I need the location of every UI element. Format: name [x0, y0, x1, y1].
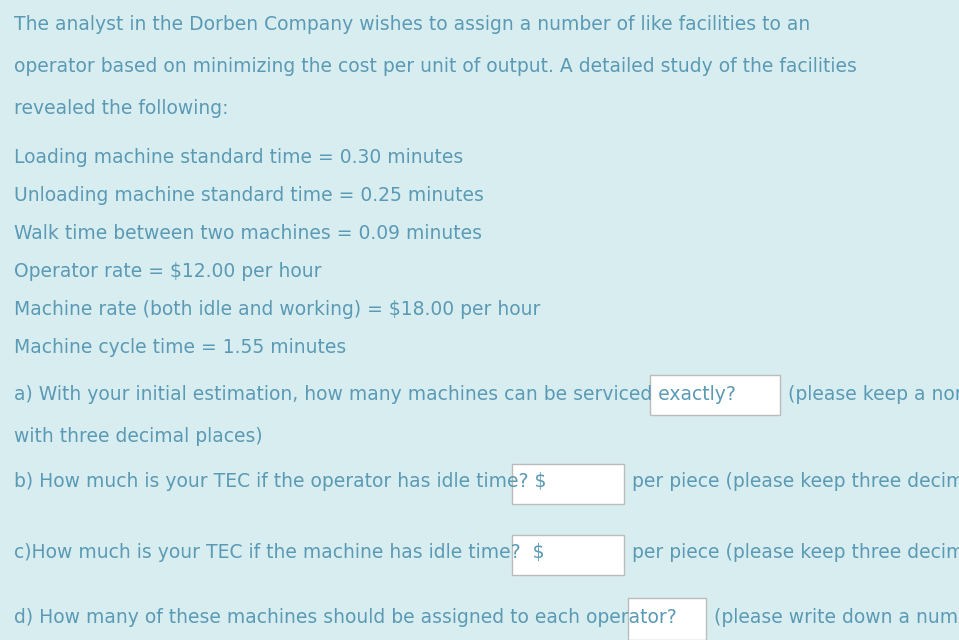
- Text: c)How much is your TEC if the machine has idle time?  $: c)How much is your TEC if the machine ha…: [14, 543, 545, 562]
- FancyBboxPatch shape: [512, 464, 624, 504]
- Text: Loading machine standard time = 0.30 minutes: Loading machine standard time = 0.30 min…: [14, 148, 463, 167]
- Text: (please keep a non-integer: (please keep a non-integer: [788, 385, 959, 404]
- Text: Machine rate (both idle and working) = $18.00 per hour: Machine rate (both idle and working) = $…: [14, 300, 540, 319]
- Text: revealed the following:: revealed the following:: [14, 99, 228, 118]
- Text: Walk time between two machines = 0.09 minutes: Walk time between two machines = 0.09 mi…: [14, 224, 482, 243]
- Text: Unloading machine standard time = 0.25 minutes: Unloading machine standard time = 0.25 m…: [14, 186, 484, 205]
- FancyBboxPatch shape: [512, 535, 624, 575]
- Text: operator based on minimizing the cost per unit of output. A detailed study of th: operator based on minimizing the cost pe…: [14, 57, 857, 76]
- Text: per piece (please keep three decimal places): per piece (please keep three decimal pla…: [632, 472, 959, 491]
- Text: b) How much is your TEC if the operator has idle time? $: b) How much is your TEC if the operator …: [14, 472, 547, 491]
- Text: d) How many of these machines should be assigned to each operator?: d) How many of these machines should be …: [14, 608, 677, 627]
- Text: Operator rate = $12.00 per hour: Operator rate = $12.00 per hour: [14, 262, 321, 281]
- FancyBboxPatch shape: [650, 375, 780, 415]
- Text: Machine cycle time = 1.55 minutes: Machine cycle time = 1.55 minutes: [14, 338, 346, 357]
- Text: a) With your initial estimation, how many machines can be serviced exactly?: a) With your initial estimation, how man…: [14, 385, 736, 404]
- Text: per piece (please keep three decimal places): per piece (please keep three decimal pla…: [632, 543, 959, 562]
- Text: (please write down a numerical number): (please write down a numerical number): [714, 608, 959, 627]
- Text: The analyst in the Dorben Company wishes to assign a number of like facilities t: The analyst in the Dorben Company wishes…: [14, 15, 810, 34]
- Text: with three decimal places): with three decimal places): [14, 427, 263, 446]
- FancyBboxPatch shape: [628, 598, 706, 640]
